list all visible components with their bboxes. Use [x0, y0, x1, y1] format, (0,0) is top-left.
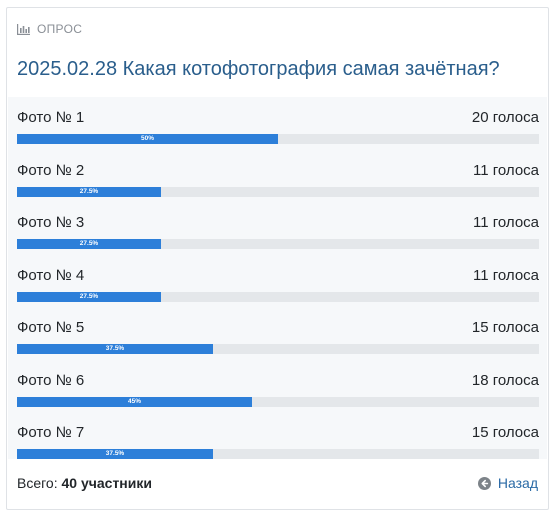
- poll-percent-label: 27.5%: [79, 240, 99, 247]
- poll-progress-track: 27.5%: [17, 239, 539, 249]
- poll-progress-fill: 27.5%: [17, 186, 161, 197]
- poll-progress-track: 27.5%: [17, 186, 539, 197]
- poll-option-label: Фото № 1: [17, 109, 85, 126]
- total-participants: 40 участники: [61, 475, 152, 491]
- poll-percent-label: 37.5%: [105, 450, 125, 457]
- poll-option-votes: 11 голоса: [473, 161, 539, 179]
- poll-progress-fill: 50%: [17, 134, 278, 144]
- poll-option-label: Фото № 3: [17, 214, 85, 231]
- poll-progress-track: 50%: [17, 134, 539, 144]
- poll-progress-fill: 37.5%: [17, 449, 213, 459]
- poll-option: Фото № 7 15 голоса 37.5%: [17, 423, 539, 467]
- poll-card: ОПРОС 2025.02.28 Какая котофотография са…: [6, 7, 549, 510]
- poll-option-label: Фото № 6: [17, 371, 85, 389]
- poll-header: ОПРОС: [17, 22, 82, 36]
- poll-option-votes: 11 голоса: [473, 266, 539, 284]
- poll-progress-track: 37.5%: [17, 449, 539, 459]
- total-prefix: Всего:: [17, 475, 58, 491]
- poll-percent-label: 45%: [127, 397, 141, 405]
- poll-progress-track: 37.5%: [17, 344, 539, 354]
- poll-results: Фото № 1 20 голоса 50% Фото № 2 11 голоса 27.…: [8, 97, 547, 459]
- poll-percent-label: 50%: [140, 135, 154, 142]
- poll-option-label: Фото № 2: [17, 161, 85, 179]
- poll-option: Фото № 2 11 голоса 27.5%: [17, 161, 539, 205]
- poll-title: 2025.02.28 Какая котофотография самая за…: [17, 58, 500, 80]
- back-link-label: Назад: [497, 475, 538, 491]
- bar-chart-icon: [17, 23, 30, 35]
- poll-footer: Всего: 40 участники Назад: [17, 473, 538, 493]
- poll-option: Фото № 6 18 голоса 45%: [17, 371, 539, 415]
- poll-progress-fill: 27.5%: [17, 291, 161, 302]
- poll-progress-track: 45%: [17, 396, 539, 407]
- poll-option: Фото № 5 15 голоса 37.5%: [17, 318, 539, 362]
- poll-option-votes: 15 голоса: [471, 424, 539, 441]
- poll-option: Фото № 1 20 голоса 50%: [17, 108, 539, 152]
- poll-progress-track: 27.5%: [17, 291, 539, 302]
- poll-option-votes: 11 голоса: [473, 214, 539, 231]
- poll-header-label: ОПРОС: [37, 22, 83, 36]
- poll-progress-fill: 45%: [17, 396, 252, 407]
- poll-option-votes: 20 голоса: [471, 109, 539, 126]
- poll-option-votes: 18 голоса: [471, 371, 539, 389]
- poll-percent-label: 27.5%: [79, 187, 99, 195]
- poll-option-votes: 15 голоса: [471, 319, 539, 336]
- poll-option: Фото № 3 11 голоса 27.5%: [17, 213, 539, 257]
- poll-option-label: Фото № 5: [17, 319, 85, 336]
- back-link[interactable]: Назад: [477, 473, 538, 493]
- poll-progress-fill: 37.5%: [17, 344, 213, 354]
- poll-progress-fill: 27.5%: [17, 239, 161, 249]
- poll-percent-label: 27.5%: [79, 292, 99, 300]
- poll-option: Фото № 4 11 голоса 27.5%: [17, 266, 539, 310]
- poll-option-label: Фото № 7: [17, 424, 85, 441]
- poll-option-label: Фото № 4: [17, 266, 85, 284]
- poll-percent-label: 37.5%: [105, 345, 125, 352]
- circle-arrow-left-icon: [477, 476, 491, 490]
